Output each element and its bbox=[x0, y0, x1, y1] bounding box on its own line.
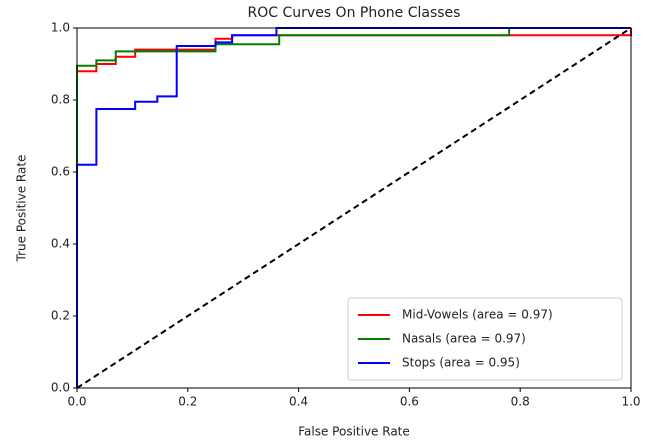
y-tick-label: 1.0 bbox=[51, 21, 70, 35]
x-tick-label: 1.0 bbox=[621, 395, 640, 409]
x-tick-label: 0.2 bbox=[178, 395, 197, 409]
y-tick-label: 0.6 bbox=[51, 165, 70, 179]
legend-label: Stops (area = 0.95) bbox=[402, 356, 520, 370]
x-tick-label: 0.0 bbox=[67, 395, 86, 409]
legend-label: Nasals (area = 0.97) bbox=[402, 332, 526, 346]
legend-label: Mid-Vowels (area = 0.97) bbox=[402, 308, 553, 322]
roc-curve bbox=[76, 27, 631, 388]
plot-frame bbox=[76, 27, 632, 389]
y-tick-label: 0.4 bbox=[51, 237, 70, 251]
x-tick-label: 0.6 bbox=[400, 395, 419, 409]
y-tick-label: 0.0 bbox=[51, 381, 70, 395]
y-tick-label: 0.8 bbox=[51, 93, 70, 107]
x-tick-label: 0.4 bbox=[289, 395, 308, 409]
reference-line bbox=[76, 27, 632, 389]
legend-box bbox=[347, 297, 623, 381]
roc-curve bbox=[76, 27, 631, 388]
x-tick-label: 0.8 bbox=[511, 395, 530, 409]
chart-title: ROC Curves On Phone Classes bbox=[248, 5, 461, 21]
x-axis-label: False Positive Rate bbox=[298, 425, 410, 439]
y-tick-label: 0.2 bbox=[51, 309, 70, 323]
y-axis-label: True Positive Rate bbox=[15, 155, 29, 263]
